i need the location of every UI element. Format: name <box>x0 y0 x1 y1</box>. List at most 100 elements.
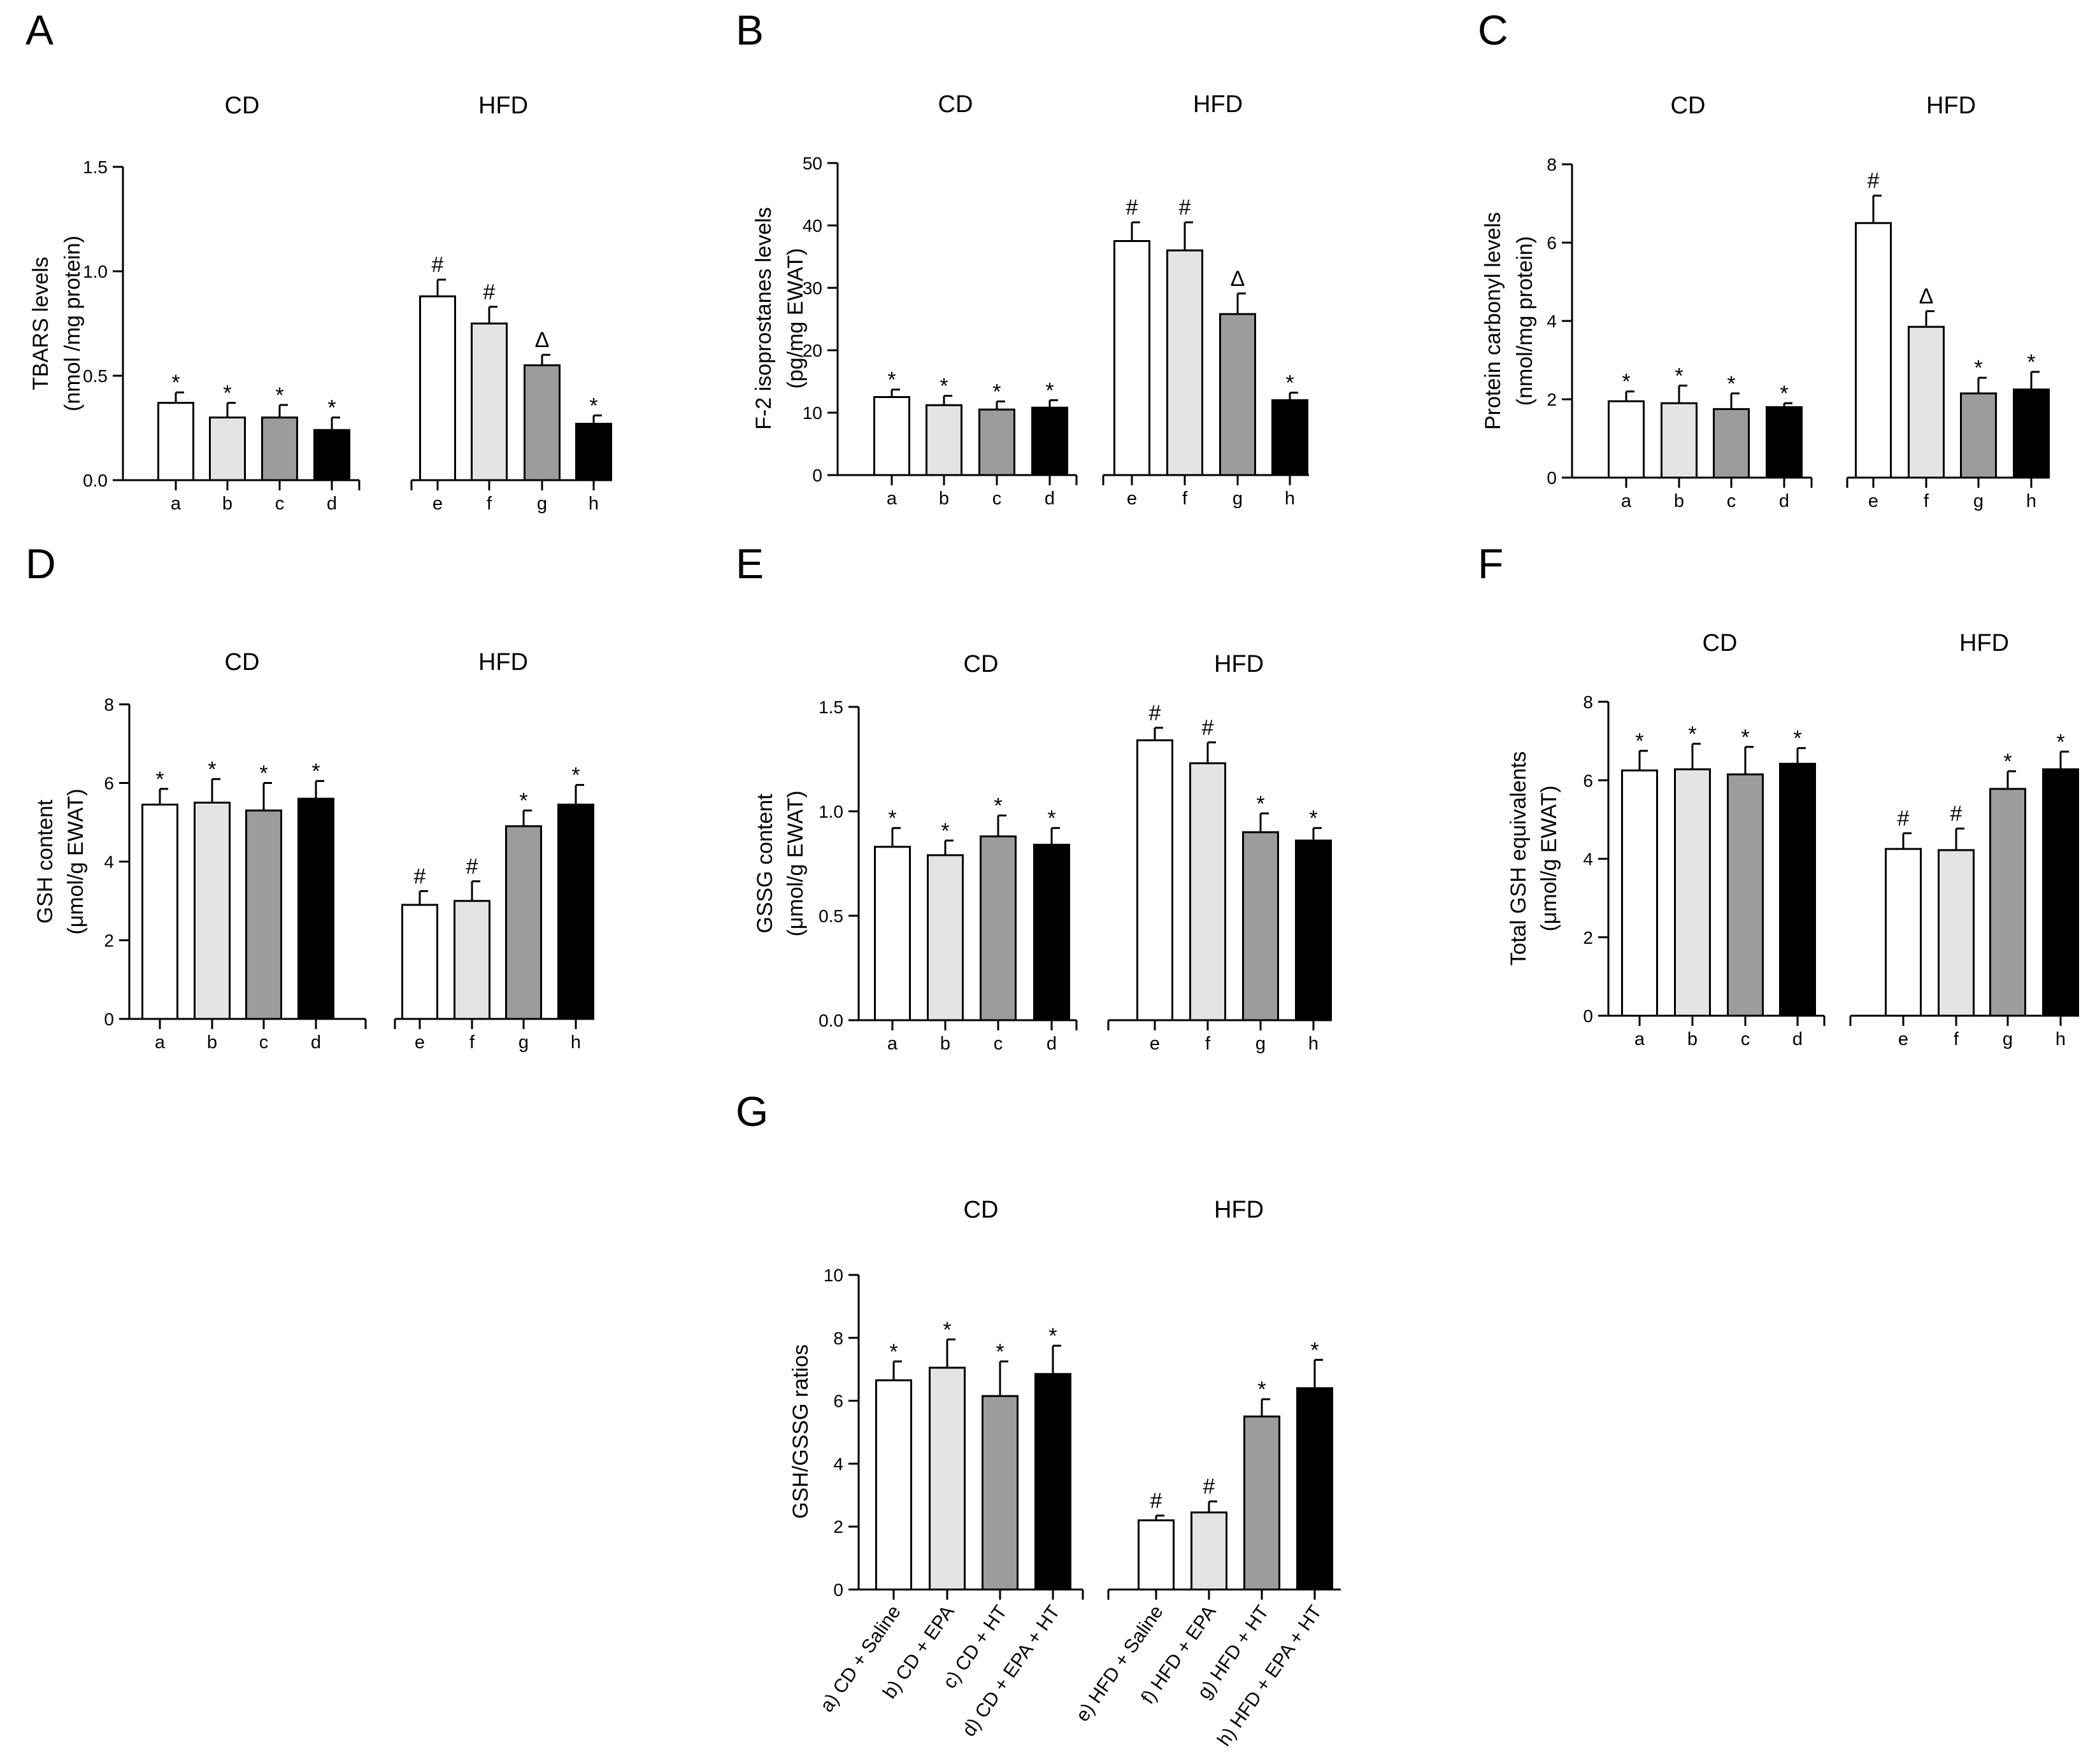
x-category-label: f <box>1954 1029 1959 1049</box>
x-category-label: c <box>1741 1029 1750 1049</box>
x-category-label: h <box>589 494 599 514</box>
y-tick-label: 4 <box>833 1454 843 1474</box>
y-tick-label: 0 <box>812 466 822 485</box>
significance-mark: * <box>941 819 949 843</box>
x-category-label: d <box>311 1032 321 1053</box>
significance-mark: # <box>483 280 496 304</box>
significance-mark: * <box>519 789 527 813</box>
significance-mark: * <box>887 368 896 392</box>
significance-mark: * <box>1974 356 1982 380</box>
x-category-label: d <box>1779 491 1789 511</box>
significance-mark: # <box>414 864 426 888</box>
x-category-label: e <box>1150 1034 1160 1054</box>
y-tick-label: 8 <box>833 1328 843 1348</box>
panel-letter: F <box>1478 540 1503 587</box>
bar-b-8 <box>1271 399 1308 476</box>
significance-mark: * <box>1285 371 1294 395</box>
bar-d-5 <box>401 904 438 1020</box>
bar-d-8 <box>557 803 594 1020</box>
bar-f-6 <box>1938 849 1975 1017</box>
x-category-label: a <box>887 488 897 509</box>
y-tick-label: 10 <box>803 403 822 423</box>
y-tick-label: 1.5 <box>819 697 843 717</box>
x-category-label: e <box>433 494 443 514</box>
panel-f: F CD HFD 0 2 4 6 8 Total GSH equivalents (μmol/g … <box>1478 540 2079 1049</box>
x-category-label: g <box>2003 1029 2013 1049</box>
significance-mark: Δ <box>1919 285 1934 309</box>
bar-a-4 <box>313 429 350 481</box>
y-tick-label: 0 <box>104 1009 114 1029</box>
significance-mark: * <box>208 757 216 781</box>
x-category-label: e <box>1127 488 1137 509</box>
bar-g-8 <box>1296 1387 1333 1591</box>
significance-mark: * <box>1635 729 1643 753</box>
x-category-label: f <box>487 494 492 514</box>
group-label-hfd: HFD <box>478 649 528 676</box>
bar-d-7 <box>505 825 542 1020</box>
y-tick-label: 4 <box>1547 311 1557 331</box>
panel-e: E CD HFD 0.0 0.5 1.0 1.5 GSSG content (μmol/g EW… <box>736 540 1332 1054</box>
panel-letter: A <box>25 6 54 53</box>
group-label-cd: CD <box>1671 92 1706 119</box>
y-tick-label: 0 <box>833 1580 843 1600</box>
significance-mark: * <box>275 383 283 408</box>
x-category-label: a <box>171 494 182 514</box>
bar-e-3 <box>980 835 1017 1021</box>
significance-mark: * <box>1793 727 1801 751</box>
y-tick-label: 0 <box>1583 1006 1593 1026</box>
bar-g-5 <box>1138 1519 1175 1591</box>
group-label-cd: CD <box>964 651 999 678</box>
bar-a-3 <box>261 416 298 481</box>
y-tick-label: 20 <box>803 341 822 360</box>
significance-mark: * <box>327 396 336 420</box>
significance-mark: * <box>889 1340 897 1364</box>
group-label-cd: CD <box>225 92 260 119</box>
group-label-hfd: HFD <box>1959 630 2009 657</box>
x-category-label: h <box>571 1032 581 1053</box>
significance-mark: * <box>2027 350 2035 374</box>
x-category-label: b <box>940 1034 950 1054</box>
significance-mark: * <box>155 767 164 792</box>
y-tick-label: 6 <box>833 1391 843 1411</box>
y-axis-label: (μmol/g EWAT) <box>1537 785 1561 931</box>
y-axis-label: GSSG content <box>753 793 777 934</box>
bar-a-8 <box>575 422 612 481</box>
significance-mark: * <box>1047 806 1055 830</box>
bar-d-1 <box>141 803 178 1020</box>
y-axis-label: TBARS levels <box>29 257 53 390</box>
group-label-hfd: HFD <box>1214 651 1264 678</box>
x-category-label: e <box>1898 1029 1908 1049</box>
y-tick-label: 2 <box>833 1517 843 1537</box>
group-label-hfd: HFD <box>1214 1197 1264 1223</box>
bar-b-1 <box>873 396 910 476</box>
bar-a-2 <box>209 416 246 481</box>
y-tick-label: 2 <box>1583 928 1593 948</box>
y-tick-label: 0.0 <box>83 471 108 490</box>
significance-mark: * <box>1045 378 1054 402</box>
panel-c: C CD HFD 0 2 4 6 8 Protein carbonyl levels (nmol/… <box>1478 6 2050 511</box>
y-axis-label: (μmol/g EWAT) <box>64 788 88 934</box>
significance-mark: # <box>1202 716 1214 740</box>
x-category-label: d <box>1047 1034 1057 1054</box>
bar-e-2 <box>927 854 964 1021</box>
group-label-hfd: HFD <box>1193 91 1243 118</box>
bar-e-7 <box>1242 831 1279 1021</box>
y-tick-label: 4 <box>104 852 114 872</box>
bar-c-2 <box>1661 402 1698 479</box>
bar-c-7 <box>1960 392 1997 479</box>
significance-mark: # <box>432 253 444 277</box>
significance-mark: # <box>1150 1489 1162 1513</box>
significance-mark: * <box>1048 1324 1057 1348</box>
significance-mark: * <box>943 1318 951 1342</box>
panel-letter: D <box>25 540 56 587</box>
bar-f-3 <box>1727 773 1764 1017</box>
x-category-label: g <box>518 1032 529 1053</box>
significance-mark: * <box>1727 372 1735 396</box>
bar-g-7 <box>1243 1415 1280 1591</box>
significance-mark: * <box>171 371 180 395</box>
significance-mark: # <box>1179 196 1191 220</box>
significance-mark: # <box>1149 701 1161 725</box>
significance-mark: * <box>259 762 268 786</box>
significance-mark: * <box>992 380 1001 404</box>
